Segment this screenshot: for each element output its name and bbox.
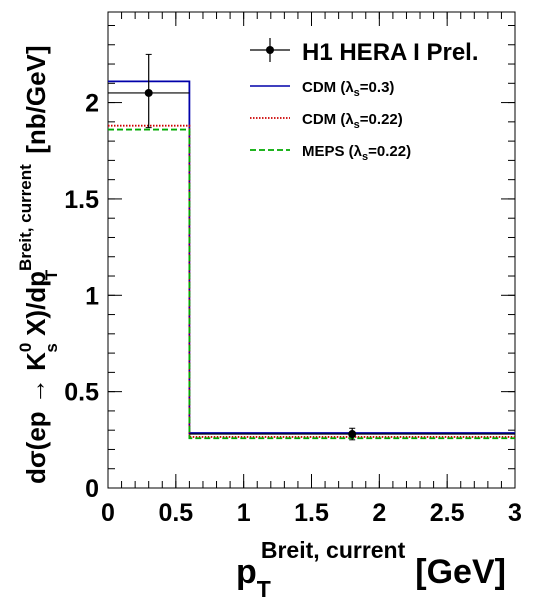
series-line-0 <box>108 80 515 434</box>
legend-label-data: H1 HERA I Prel. <box>302 39 479 66</box>
legend-label-cdm-022: CDM (λs=0.22) <box>302 111 403 131</box>
legend-label-meps: MEPS (λs=0.22) <box>302 143 411 163</box>
y-tick-label: 2 <box>85 90 99 118</box>
series-lines <box>108 80 515 440</box>
x-tick-label: 1 <box>237 499 251 527</box>
data-point-0 <box>144 88 153 97</box>
data-point-1 <box>348 430 357 439</box>
x-tick-label: 1.5 <box>294 499 329 527</box>
x-tick-label: 3 <box>508 499 522 527</box>
axis-ticks: 0 0.5 1 1.5 2 2.5 3 0 0.5 1 1.5 2 <box>64 12 522 527</box>
y-tick-label: 0.5 <box>64 379 99 407</box>
x-axis-title: pTBreit, current[GeV] <box>236 537 506 602</box>
x-tick-label: 0 <box>101 499 115 527</box>
x-tick-label: 0.5 <box>158 499 193 527</box>
y-axis-title: dσ(ep → K0 s X)/dpBreit, currentT[nb/GeV] <box>16 45 61 484</box>
series-line-2 <box>108 128 515 440</box>
data-points <box>108 53 515 441</box>
series-line-1 <box>108 124 515 438</box>
legend: H1 HERA I Prel. CDM (λs=0.3) CDM (λs=0.2… <box>250 38 479 163</box>
y-tick-label: 0 <box>85 475 99 503</box>
y-tick-label: 1.5 <box>64 186 99 214</box>
legend-label-cdm-03: CDM (λs=0.3) <box>302 79 394 99</box>
legend-data-marker-dot <box>266 46 274 54</box>
y-tick-label: 1 <box>85 282 99 310</box>
x-tick-label: 2.5 <box>430 499 465 527</box>
x-tick-label: 2 <box>372 499 386 527</box>
